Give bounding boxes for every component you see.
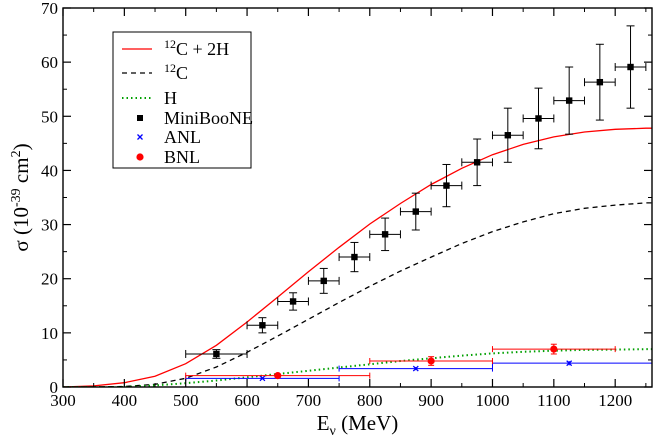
bnl-point — [427, 357, 435, 365]
y-tick-label: 40 — [41, 161, 58, 180]
curve-h — [63, 348, 652, 387]
miniboone-point — [412, 208, 419, 215]
miniboone-point — [381, 231, 389, 238]
y-tick-label: 10 — [41, 324, 58, 343]
y-tick-label: 70 — [41, 0, 58, 18]
legend-miniboone-label: MiniBooNE — [164, 108, 253, 128]
bnl-point — [274, 372, 282, 380]
curve-12c — [63, 202, 652, 387]
legend-bnl-swatch — [136, 153, 144, 161]
miniboone-point — [627, 63, 634, 71]
anl-point — [566, 360, 573, 367]
y-axis-label: σ (10-39 cm2) — [9, 143, 33, 251]
x-tick-label: 1000 — [475, 391, 509, 410]
legend-c2h-label: 12C + 2H — [164, 37, 229, 59]
anl-point — [412, 365, 419, 372]
x-tick-label: 1200 — [598, 391, 632, 410]
y-tick-label: 50 — [41, 107, 58, 126]
legend-miniboone-swatch — [137, 115, 143, 121]
x-axis-label: Eν (MeV) — [317, 411, 399, 436]
x-tick-label: 400 — [112, 391, 138, 410]
x-tick-label: 1100 — [537, 391, 570, 410]
miniboone-point — [443, 182, 450, 189]
anl-point — [259, 375, 266, 382]
x-tick-label: 800 — [357, 391, 383, 410]
y-tick-label: 0 — [50, 378, 59, 397]
miniboone-point — [259, 322, 266, 329]
legend-h-label: H — [164, 88, 177, 108]
miniboone-point — [351, 253, 358, 261]
x-tick-label: 300 — [50, 391, 76, 410]
y-tick-label: 30 — [41, 216, 58, 235]
miniboone-point — [504, 132, 512, 139]
curve-12c-plus-2h — [63, 127, 652, 387]
x-tick-label: 900 — [418, 391, 444, 410]
x-tick-label: 700 — [296, 391, 322, 410]
x-tick-label: 500 — [173, 391, 199, 410]
bnl-point — [550, 345, 558, 353]
miniboone-point — [320, 277, 327, 285]
legend-c12-label: 12C — [164, 61, 188, 83]
legend-bnl-label: BNL — [164, 147, 200, 167]
miniboone-point — [473, 159, 481, 166]
x-tick-label: 600 — [234, 391, 260, 410]
miniboone-point — [535, 115, 542, 122]
y-tick-label: 20 — [41, 270, 58, 289]
y-tick-label: 60 — [41, 53, 58, 72]
miniboone-point — [596, 78, 604, 86]
legend-box — [112, 31, 252, 169]
miniboone-point — [565, 97, 573, 104]
legend-anl-label: ANL — [164, 127, 201, 147]
miniboone-point — [213, 350, 220, 358]
legend-anl-swatch — [137, 134, 143, 140]
miniboone-point — [289, 298, 297, 305]
